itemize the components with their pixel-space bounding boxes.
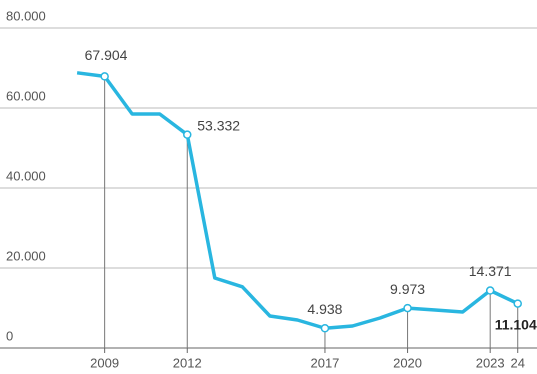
- line: [76, 71, 519, 330]
- x-tick-label: 2012: [173, 355, 202, 370]
- point: [485, 286, 495, 295]
- point: [320, 323, 330, 333]
- y-tick-label: 80.000: [6, 8, 46, 23]
- data-label: 9.973: [390, 281, 425, 297]
- x-tick-label: 24: [510, 355, 524, 370]
- y-tick-label: 20.000: [6, 248, 46, 263]
- data-label: 4.938: [307, 301, 342, 317]
- data-label: 53.332: [197, 117, 240, 133]
- x-tick-label: 2009: [90, 355, 119, 370]
- point: [513, 299, 522, 308]
- point: [183, 130, 192, 139]
- data-label: 14.371: [469, 263, 512, 279]
- point: [403, 303, 412, 313]
- point: [100, 72, 109, 81]
- y-tick-label: 40.000: [6, 168, 46, 183]
- data-label: 11.104: [495, 316, 537, 332]
- y-tick-label: 0: [6, 328, 13, 343]
- x-tick-label: 2017: [310, 355, 339, 370]
- x-tick-label: 2023: [476, 355, 505, 370]
- y-tick-label: 60.000: [6, 88, 46, 103]
- data-label: 67.904: [85, 47, 128, 63]
- x-tick-label: 2020: [393, 355, 422, 370]
